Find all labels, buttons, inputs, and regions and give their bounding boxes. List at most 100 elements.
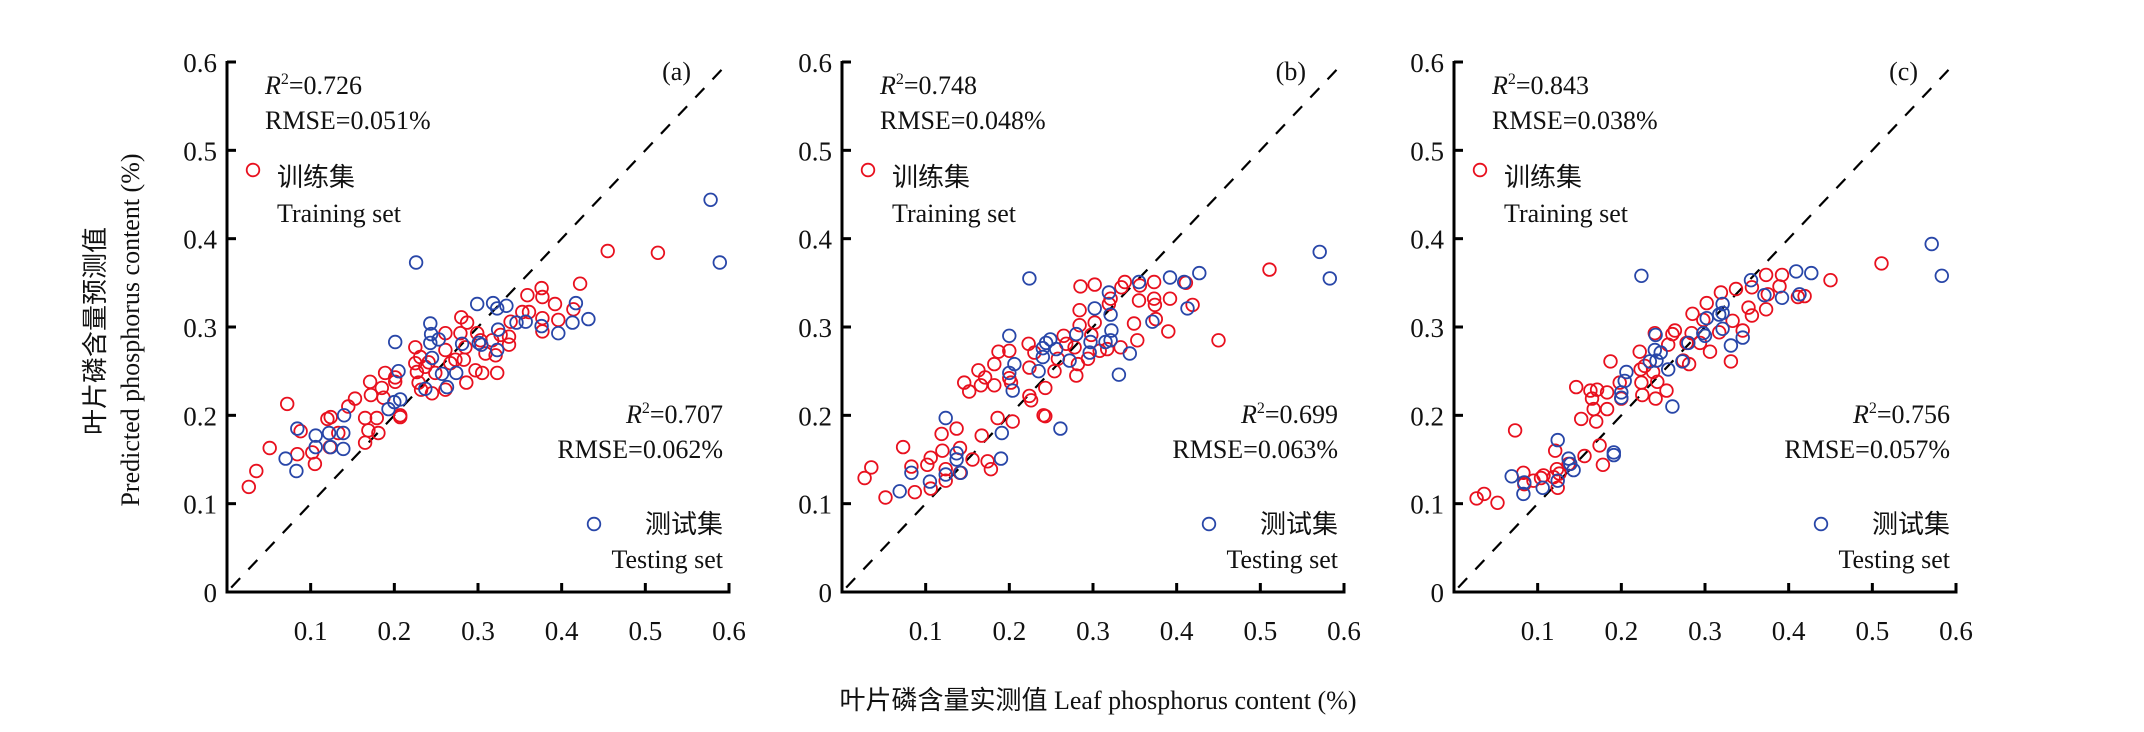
- training-legend-marker: [245, 162, 261, 178]
- testing-point: [1665, 399, 1680, 414]
- training-point: [1568, 379, 1584, 395]
- training-point: [1072, 318, 1087, 333]
- testing-point: [388, 334, 403, 350]
- y-tick-label: 0.1: [183, 490, 217, 520]
- testing-point: [336, 408, 352, 423]
- x-tick-label: 0.1: [1521, 616, 1555, 646]
- x-tick-label: 0.3: [461, 616, 495, 646]
- testing-point: [922, 474, 938, 489]
- testing-point: [434, 366, 450, 382]
- training-point: [1573, 411, 1589, 427]
- training-series: [241, 243, 666, 495]
- y-tick-label: 0.6: [798, 48, 832, 78]
- training-point: [1022, 360, 1037, 375]
- training-legend-cn: 训练集: [1504, 163, 1582, 192]
- testing-point: [938, 410, 953, 426]
- testing-point: [1087, 301, 1102, 316]
- r2-value: =0.699: [1265, 400, 1338, 429]
- testing-point: [1697, 328, 1713, 344]
- r2-superscript: 2: [1869, 400, 1877, 417]
- training-point: [977, 370, 993, 385]
- training-point: [490, 365, 505, 381]
- testing-point: [1934, 268, 1950, 284]
- testing-point: [1048, 341, 1064, 357]
- training-point: [965, 452, 980, 467]
- testing-series: [278, 192, 728, 479]
- training-point: [1130, 333, 1145, 348]
- training-legend-en: Training set: [277, 199, 402, 228]
- training-point: [458, 340, 473, 355]
- training-point: [1774, 267, 1790, 283]
- training-point: [535, 289, 550, 305]
- testing-point: [949, 446, 964, 461]
- training-legend-cn: 训练集: [892, 163, 970, 192]
- testing-point: [949, 452, 964, 467]
- training-point: [600, 243, 615, 259]
- x-tick-label: 0.6: [1327, 616, 1361, 646]
- y-tick-label: 0: [204, 578, 218, 608]
- y-tick-label: 0.5: [183, 136, 217, 166]
- testing-point: [1022, 271, 1037, 286]
- train_stats-rmse-annotation: RMSE=0.051%: [265, 106, 431, 135]
- training-point: [1648, 391, 1663, 406]
- training-point: [1744, 308, 1760, 323]
- training-point: [371, 425, 386, 441]
- training-point: [987, 378, 1002, 393]
- training-point: [1665, 326, 1680, 342]
- training-point: [501, 337, 517, 352]
- x-tick-label: 0.3: [1076, 616, 1110, 646]
- training-point: [408, 340, 423, 355]
- panel-label: (b): [1276, 57, 1306, 86]
- training-point: [1692, 335, 1708, 351]
- training-point: [1650, 374, 1665, 390]
- training-point: [293, 424, 308, 439]
- y-tick-label: 0.3: [798, 313, 832, 343]
- train_stats-r2-annotation: R2=0.726: [264, 71, 362, 100]
- training-point: [357, 410, 373, 426]
- training-point: [1469, 491, 1484, 506]
- r2-symbol: R: [879, 71, 896, 100]
- testing-point: [1111, 367, 1127, 382]
- x-tick-label: 0.5: [1243, 616, 1277, 646]
- testing-point: [1176, 274, 1192, 290]
- testing-point: [712, 255, 728, 270]
- training-point: [1547, 443, 1563, 458]
- x-tick-label: 0.2: [992, 616, 1026, 646]
- training-point: [1211, 333, 1226, 348]
- testing-point: [1715, 305, 1730, 321]
- r2-symbol: R: [1852, 400, 1869, 429]
- training-point: [1592, 438, 1607, 453]
- x-tick-label: 0.2: [377, 616, 411, 646]
- testing-point: [703, 192, 718, 208]
- testing-point: [1038, 335, 1054, 351]
- x-tick-label: 0.3: [1688, 616, 1722, 646]
- x-axis-title: 叶片磷含量实测值 Leaf phosphorus content (%): [839, 686, 1356, 715]
- r2-superscript: 2: [1508, 71, 1516, 88]
- training-point: [920, 457, 935, 473]
- training-point: [974, 428, 989, 443]
- training-point: [1659, 383, 1674, 398]
- training-point: [453, 326, 468, 341]
- training-point: [1702, 344, 1718, 359]
- training-point: [1476, 486, 1492, 502]
- testing-point: [1723, 338, 1739, 353]
- training-point: [572, 276, 588, 291]
- testing-point: [1788, 264, 1804, 279]
- training-point: [307, 456, 323, 472]
- testing-point: [1101, 285, 1117, 300]
- y-axis-title-en: Predicted phosphorus content (%): [116, 153, 145, 506]
- training-point: [1735, 323, 1750, 338]
- testing-point: [1606, 447, 1622, 463]
- testing-point: [449, 365, 464, 381]
- training-point: [547, 296, 563, 312]
- training-point: [1103, 291, 1118, 306]
- training-point: [1005, 414, 1020, 429]
- training-point: [907, 485, 923, 500]
- testing-point: [1614, 390, 1629, 405]
- training-point: [468, 363, 483, 378]
- testing-point: [1715, 321, 1730, 337]
- training-point: [515, 304, 530, 320]
- training-point: [1823, 273, 1838, 288]
- testing-point: [1103, 307, 1118, 322]
- training-point: [374, 380, 390, 396]
